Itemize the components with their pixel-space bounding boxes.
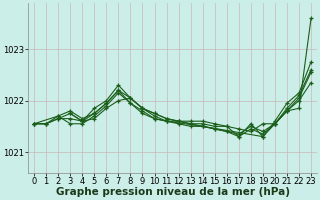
X-axis label: Graphe pression niveau de la mer (hPa): Graphe pression niveau de la mer (hPa): [56, 187, 290, 197]
